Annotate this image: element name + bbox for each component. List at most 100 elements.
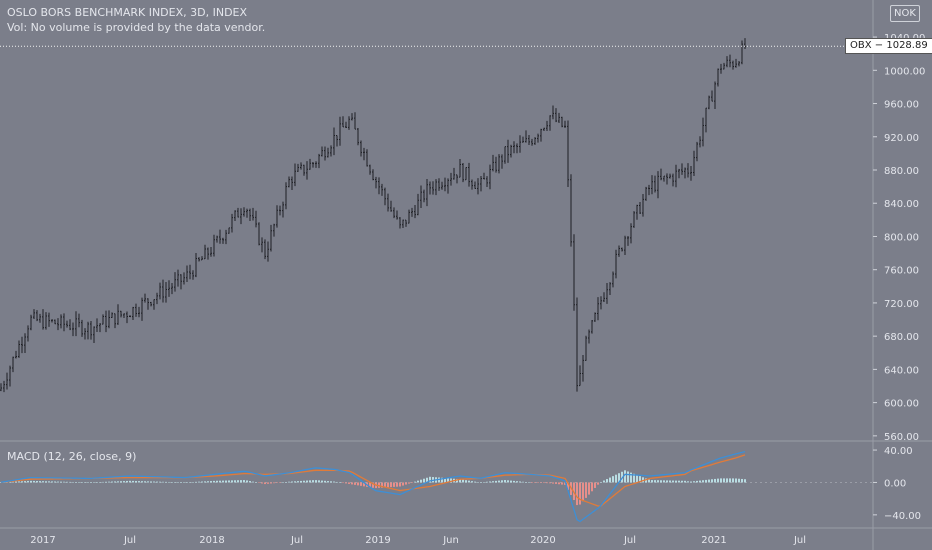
ohlc-bar [390,200,392,212]
currency-button[interactable]: NOK [890,5,920,22]
ohlc-bar [117,304,119,325]
ohlc-bar [504,146,506,164]
macd-histogram-bar [663,480,665,483]
ohlc-bar [393,207,395,219]
macd-histogram-bar [333,481,335,483]
ohlc-bar [354,112,356,130]
ohlc-bar [129,315,131,318]
ohlc-bar [231,213,233,233]
macd-histogram-bar [39,481,41,483]
macd-histogram-bar [165,481,167,483]
macd-histogram-bar [66,481,68,483]
macd-histogram-bar [267,482,269,484]
macd-histogram-bar [273,482,275,484]
ohlc-bar [21,336,23,354]
macd-histogram-bar [741,478,743,483]
ohlc-bar [423,189,425,203]
macd-histogram-bar [474,481,476,483]
ohlc-bar [525,130,527,143]
time-tick-label: Jul [290,535,303,546]
macd-histogram-bar [507,480,509,483]
macd-histogram-bar [588,482,590,495]
macd-histogram-bar [606,479,608,483]
ohlc-bar [27,325,29,342]
macd-histogram-bar [198,481,200,483]
macd-histogram-bar [306,480,308,483]
macd-histogram-bar [702,480,704,483]
ohlc-bar [291,176,293,191]
macd-histogram-bar [555,482,557,484]
price-tick-label: 840.00 [884,199,919,210]
macd-histogram-bar [690,481,692,483]
ohlc-bars [0,38,746,393]
ohlc-bar [3,380,5,393]
macd-histogram-bar [81,482,83,483]
ohlc-bar [432,181,434,195]
macd-histogram-bar [687,481,689,483]
macd-histogram-bar [285,482,287,483]
ohlc-bar [204,244,206,260]
macd-histogram-bar [627,471,629,483]
ohlc-bar [114,313,116,329]
ohlc-bar [243,207,245,217]
macd-histogram-bar [390,482,392,488]
time-tick-label: 2019 [365,535,390,546]
ohlc-bar [549,115,551,131]
ohlc-bar [303,164,305,176]
ohlc-bar [441,181,443,190]
macd-histogram-bar [123,481,125,483]
ohlc-bar [474,181,476,190]
ohlc-bar [75,311,77,337]
macd-histogram-bar [243,480,245,483]
ohlc-bar [438,178,440,191]
ohlc-bar [480,176,482,192]
ohlc-bar [57,318,59,331]
macd-histogram-bar [669,480,671,483]
ohlc-bar [594,312,596,322]
ohlc-bar [543,127,545,131]
price-label-value: 1028.89 [886,40,928,52]
macd-histogram-bar [201,481,203,483]
macd-histogram-bar [240,480,242,483]
macd-histogram-bar [672,480,674,483]
ohlc-bar [309,158,311,170]
macd-histogram-bar [246,480,248,483]
macd-histogram-bar [231,480,233,483]
macd-histogram-bar [582,482,584,502]
macd-histogram-bar [408,482,410,484]
macd-legend[interactable]: MACD (12, 26, close, 9) [7,450,137,463]
ohlc-bar [627,236,629,246]
ohlc-bar [222,237,224,244]
ohlc-bar [327,147,329,158]
ohlc-bar [618,245,620,257]
ohlc-bar [336,134,338,147]
macd-histogram-bar [729,478,731,483]
ohlc-bar [264,239,266,260]
ohlc-bar [387,193,389,212]
time-tick-label: 2021 [701,535,726,546]
macd-histogram-bar [723,478,725,483]
macd-histogram-bar [102,481,104,483]
ohlc-bar [702,117,704,147]
macd-histogram-bar [141,481,143,483]
macd-histogram-bar [492,481,494,483]
ohlc-bar [39,313,41,323]
ohlc-bar [585,335,587,361]
macd-histogram-bar [270,482,272,484]
ohlc-bar [279,205,281,216]
price-tick-label: 800.00 [884,232,919,243]
macd-histogram-bar [501,480,503,483]
macd-histogram-bar [258,482,260,483]
macd-histogram-bar [183,482,185,483]
macd-histogram-bar [228,480,230,483]
ohlc-bar [561,116,563,128]
macd-histogram-bar [99,482,101,483]
ohlc-bar [570,174,572,247]
macd-histogram-bar [567,482,569,490]
macd-histogram-bar [513,480,515,483]
ohlc-bar [630,223,632,244]
macd-histogram-bar [510,480,512,483]
macd-histogram-bar [222,480,224,483]
macd-histogram-bar [531,482,533,483]
